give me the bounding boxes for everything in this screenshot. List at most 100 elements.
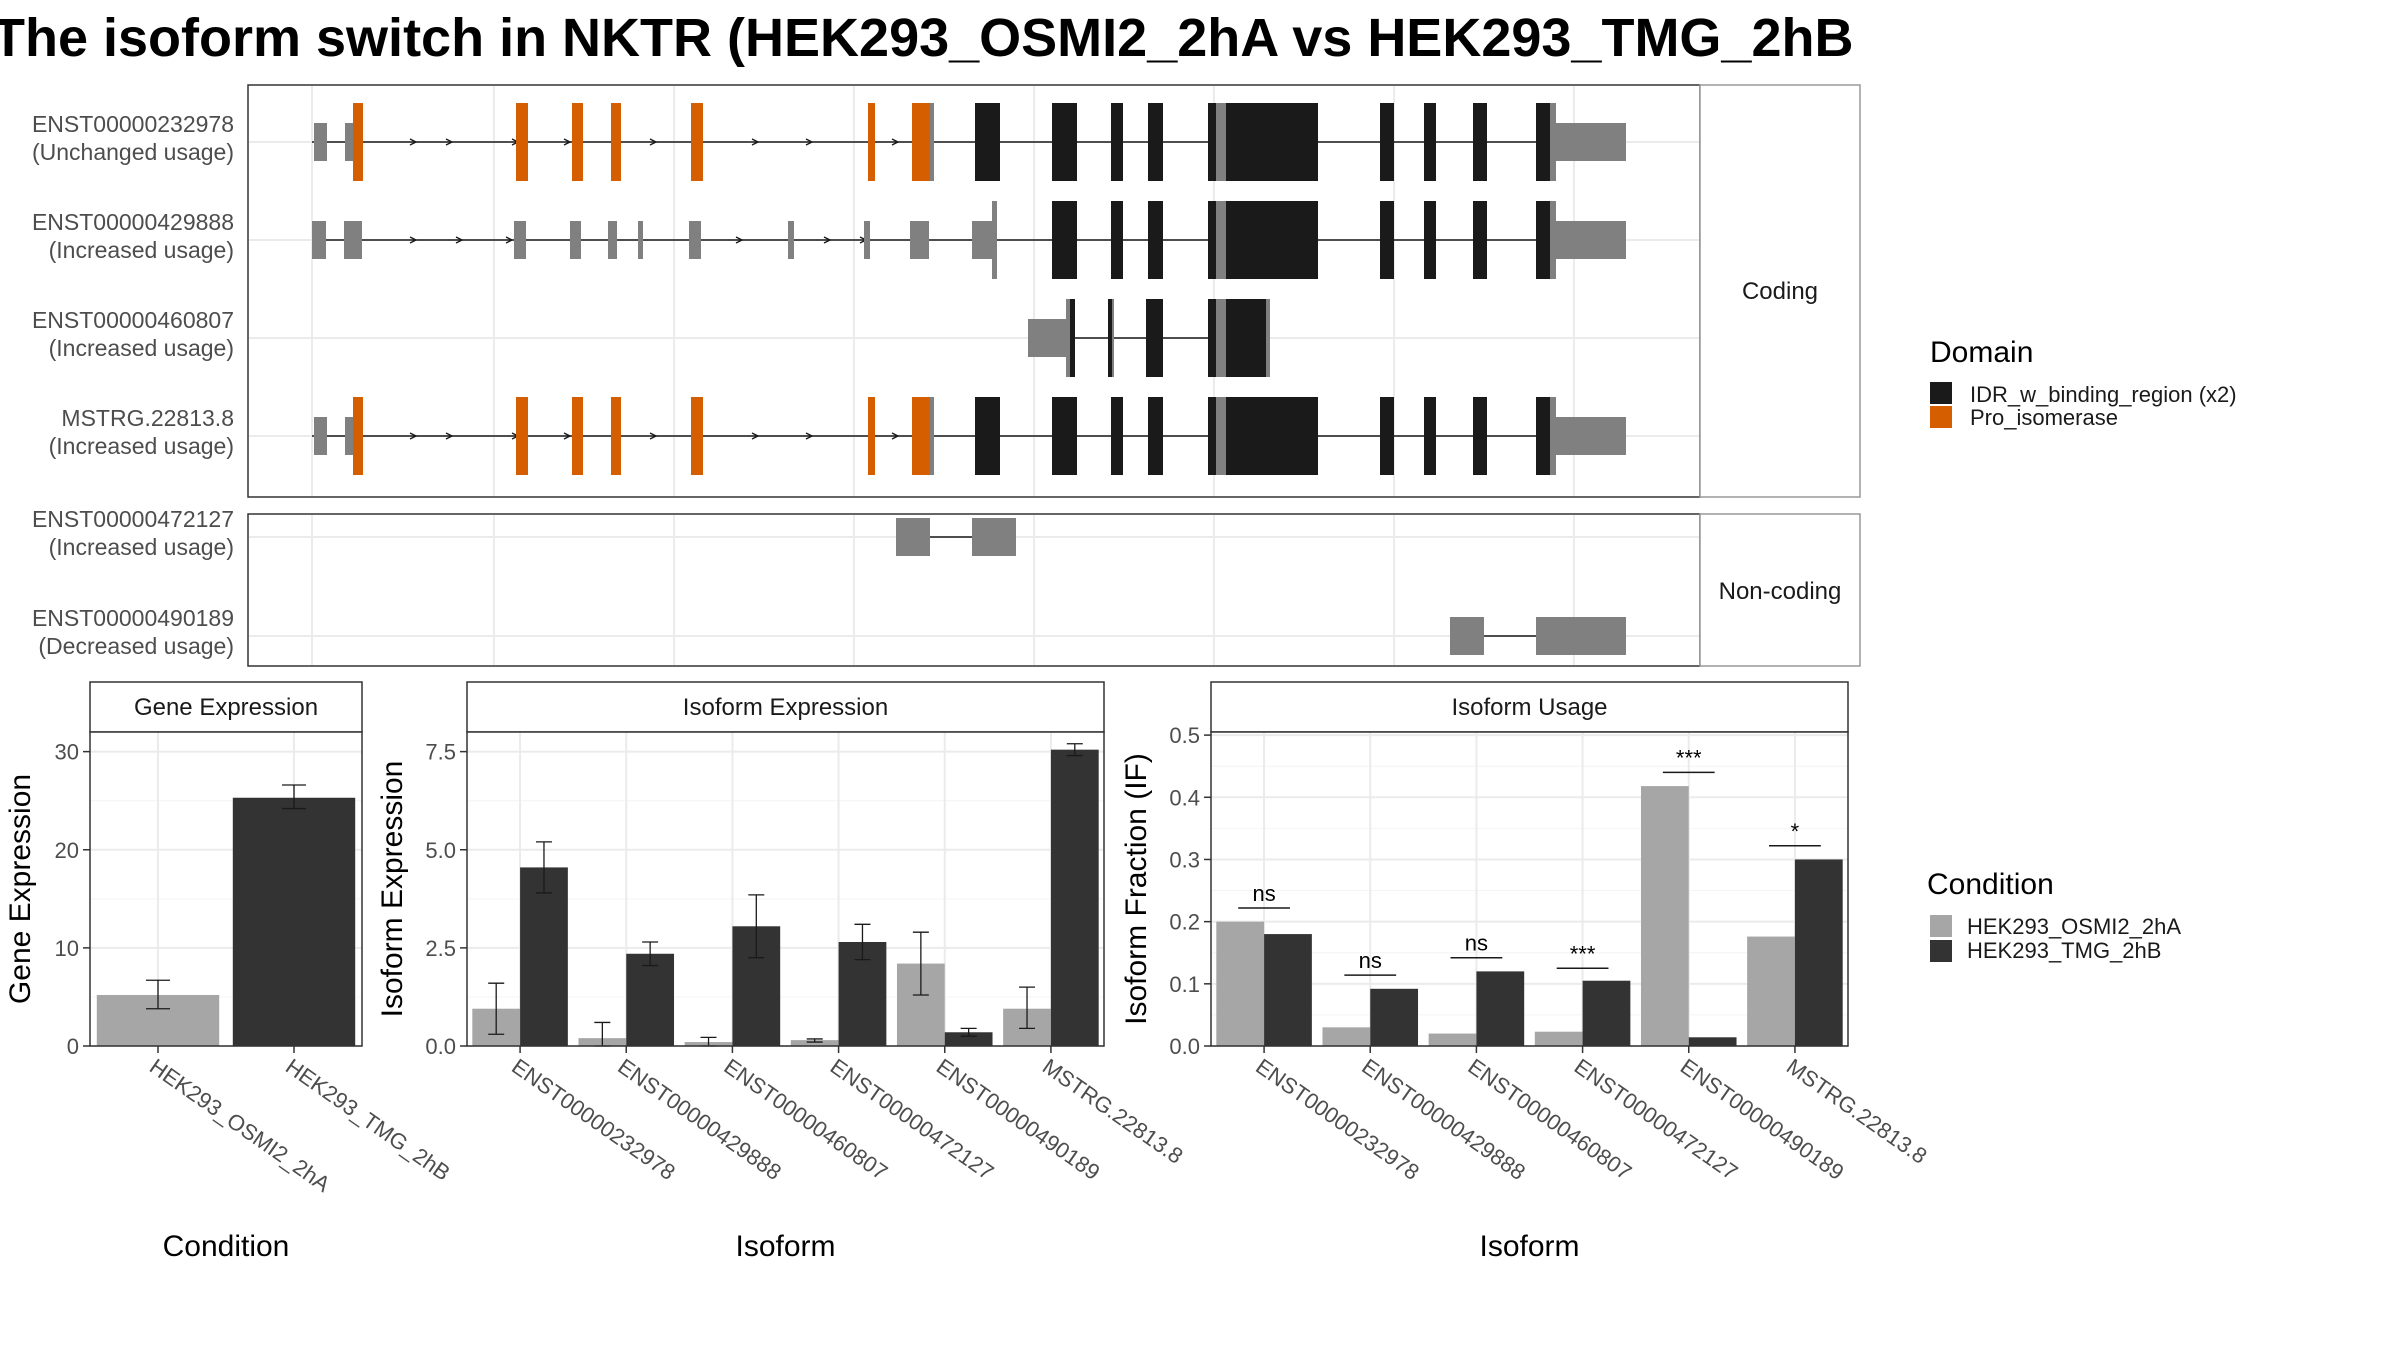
transcript-id-label: MSTRG.22813.8 [61,405,234,431]
idr-domain [1536,201,1550,279]
transcript-usage-label: (Decreased usage) [38,633,234,659]
pro-isomerase-domain [868,397,875,475]
bar [1640,786,1689,1046]
strand-arrow [445,432,454,440]
idr-domain [1473,103,1487,181]
idr-domain [1424,397,1436,475]
idr-domain [1380,103,1394,181]
utr-exon [312,221,326,259]
idr-domain [1536,397,1550,475]
utr-exon [1216,397,1226,475]
condition-legend-key-tmg [1930,940,1952,962]
bar [1370,988,1419,1046]
utr-exon [1556,123,1626,161]
bar [1264,934,1312,1046]
condition-legend-label-tmg: HEK293_TMG_2hB [1967,938,2161,963]
y-tick-label: 7.5 [425,740,456,765]
strand-arrow [409,432,418,440]
strand-arrow [409,236,418,244]
y-tick-label: 10 [55,936,79,961]
coding-transcript-tracks [312,103,1626,475]
utr-exon [864,221,870,259]
bar [1688,1037,1737,1046]
gene-expression-chart: Gene Expression0102030HEK293_OSMI2_2hAHE… [4,681,455,1263]
idr-domain [1146,299,1163,377]
coding-strip [1699,84,1861,498]
utr-exon [1216,299,1226,377]
idr-domain [1424,103,1436,181]
structure-coding-panel: Coding ENST00000232978(Unchanged usage)E… [32,84,1861,498]
utr-exon [972,518,1016,556]
strand-arrow [505,236,514,244]
coding-strip-label: Coding [1742,278,1818,305]
panel-background [467,732,1104,1046]
utr-exon [608,221,617,259]
transcript-usage-label: (Increased usage) [49,237,234,263]
y-tick-label: 0.1 [1169,972,1200,997]
y-tick-label: 20 [55,838,79,863]
strand-arrow [563,138,572,146]
utr-exon [514,221,526,259]
bar [1216,921,1265,1046]
idr-domain [1536,103,1550,181]
utr-exon [896,518,930,556]
transcript-id-label: ENST00000472127 [32,506,234,532]
gene-expression-strip-title: Gene Expression [134,694,318,721]
idr-domain [1148,103,1163,181]
utr-exon [1112,299,1114,377]
pro-isomerase-domain [912,103,930,181]
bar [1747,936,1795,1046]
idr-domain [1208,397,1216,475]
isoform-expression-strip-title: Isoform Expression [683,694,888,721]
panel-border [89,731,363,1047]
utr-exon [1536,617,1626,655]
idr-domain [1380,201,1394,279]
strand-arrow [805,432,814,440]
pro-isomerase-domain [868,103,875,181]
utr-exon [1216,103,1226,181]
figure-title: The isoform switch in NKTR (HEK293_OSMI2… [0,8,1853,68]
pro-isomerase-domain [691,103,703,181]
y-tick-label: 5.0 [425,838,456,863]
y-tick-label: 30 [55,740,79,765]
domain-legend-key-pro [1930,406,1952,428]
bar [520,867,568,1046]
idr-domain [1108,299,1112,377]
noncoding-transcript-tracks [896,518,1626,655]
condition-legend: Condition HEK293_OSMI2_2hA HEK293_TMG_2h… [1927,868,2181,963]
utr-exon [689,221,701,259]
idr-domain [1111,103,1123,181]
utr-exon [1028,319,1068,357]
utr-exon [1066,299,1070,377]
panel-border [466,731,1105,1047]
utr-exon [930,103,934,181]
pro-isomerase-domain [912,397,930,475]
idr-domain [1473,397,1487,475]
structure-noncoding-panel: Non-coding ENST00000472127(Increased usa… [32,506,1861,667]
panel-background [1211,732,1848,1046]
strand-arrow [823,236,832,244]
utr-exon [1550,397,1556,475]
strand-arrow [563,432,572,440]
transcript-usage-label: (Increased usage) [49,534,234,560]
noncoding-strip-label: Non-coding [1719,578,1842,605]
utr-exon [1266,299,1270,377]
gene-expression-x-title: Condition [163,1230,290,1263]
strand-arrow [649,138,658,146]
significance-label: ns [1252,881,1275,906]
utr-exon [1556,221,1626,259]
idr-domain [1111,201,1123,279]
transcript-usage-label: (Increased usage) [49,433,234,459]
significance-label: *** [1570,941,1596,966]
strand-arrow [455,236,464,244]
utr-exon [1550,103,1556,181]
utr-exon [345,123,353,161]
idr-domain [1111,397,1123,475]
panel-border [1210,731,1849,1047]
transcript-usage-label: (Increased usage) [49,335,234,361]
domain-legend-label-idr: IDR_w_binding_region (x2) [1970,382,2237,407]
idr-domain [1226,201,1318,279]
pro-isomerase-domain [516,103,528,181]
bar [232,797,356,1046]
